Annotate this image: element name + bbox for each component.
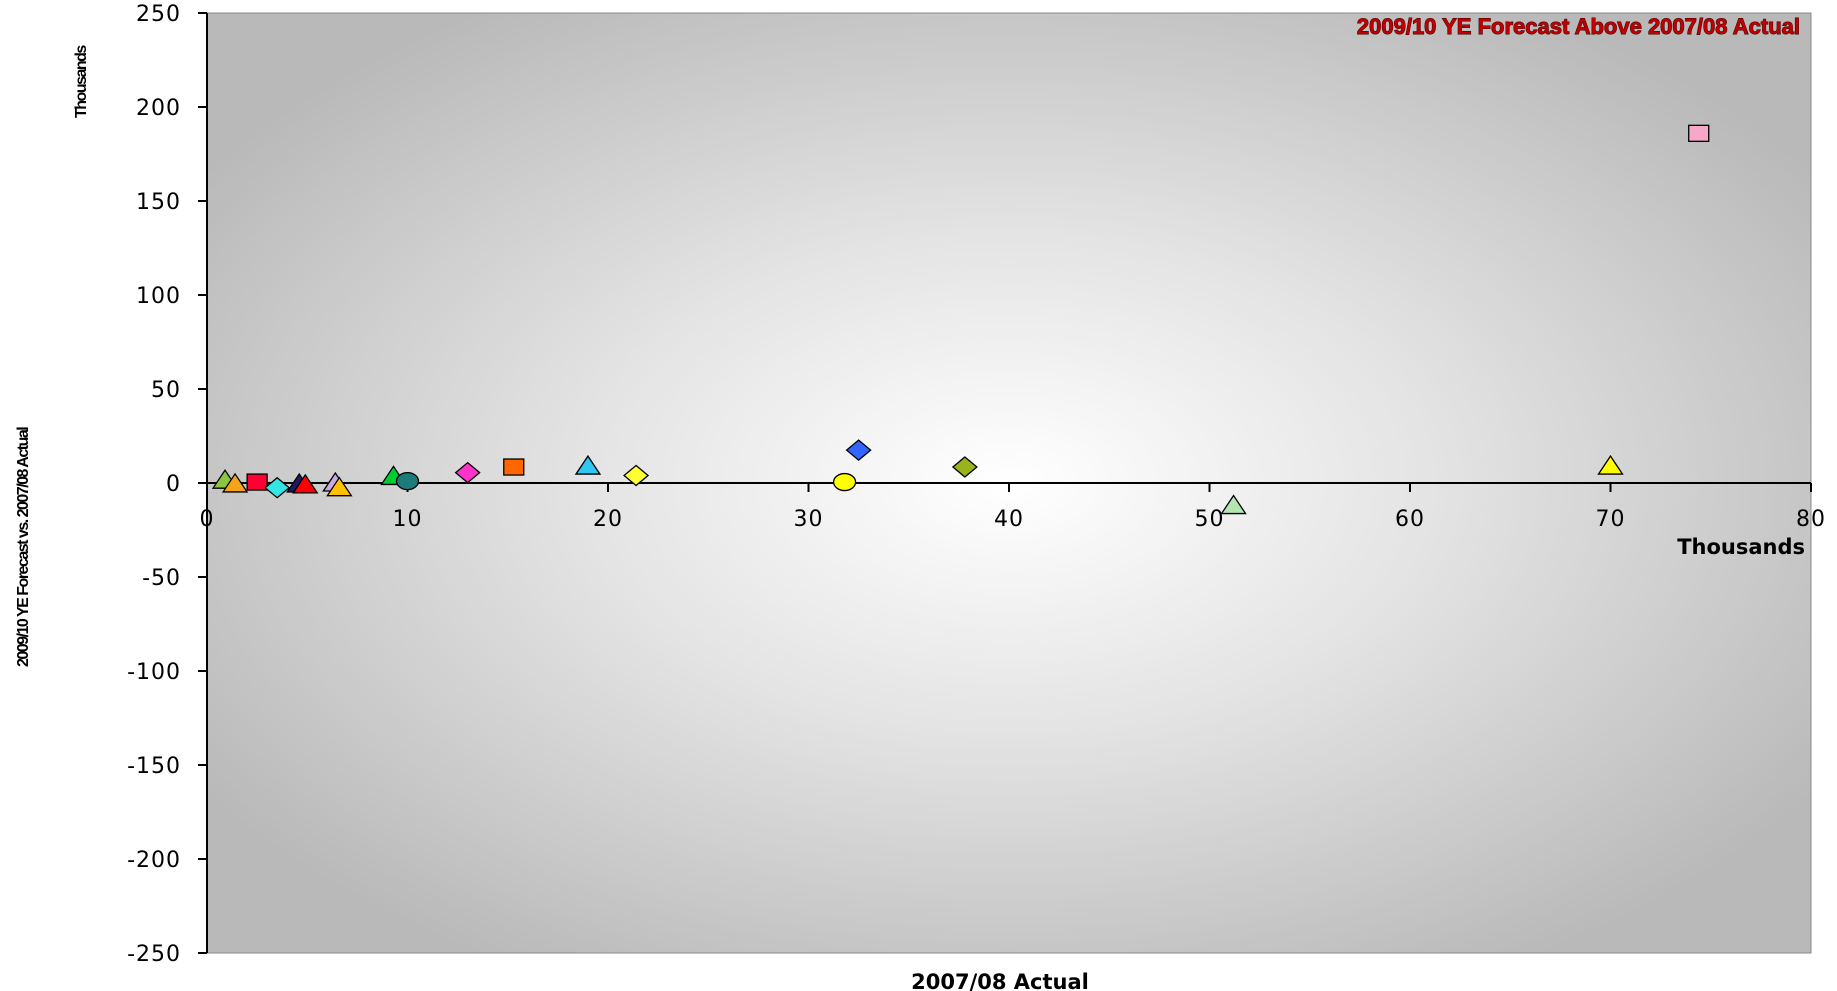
data-point-circle xyxy=(395,471,420,491)
y-axis-unit-label: Thousands xyxy=(73,45,90,118)
y-tick-label: 150 xyxy=(136,190,181,215)
data-point-square xyxy=(503,458,525,476)
data-point-diamond xyxy=(951,456,978,478)
data-point-triangle xyxy=(574,454,602,475)
data-points xyxy=(211,124,1710,515)
y-ticks: 250 200 150 100 50 0 -50 -100 -150 -200 -250 xyxy=(127,2,207,967)
y-tick-label: 200 xyxy=(136,96,181,121)
data-point-circle xyxy=(832,472,857,492)
x-tick-label: 60 xyxy=(1395,507,1425,532)
x-axis-unit-label: Thousands xyxy=(1677,535,1805,559)
y-tick-label: 0 xyxy=(166,472,181,497)
y-tick-label: -150 xyxy=(127,754,181,779)
data-point-triangle xyxy=(1597,454,1624,475)
data-point-diamond xyxy=(623,464,650,487)
x-tick-label: 30 xyxy=(794,507,824,532)
y-tick-label: 250 xyxy=(136,2,181,27)
y-tick-label: -250 xyxy=(127,942,181,967)
y-tick-label: -50 xyxy=(142,566,181,591)
y-tick-label: 50 xyxy=(151,378,181,403)
y-axis-title: 2009/10 YE Forecast vs. 2007/08 Actual xyxy=(15,427,32,667)
x-tick-label: 20 xyxy=(593,507,623,532)
x-tick-label: 70 xyxy=(1596,507,1626,532)
x-tick-label: 10 xyxy=(393,507,423,532)
data-point-triangle xyxy=(292,473,319,494)
x-ticks: 0 10 20 30 40 50 60 70 80 xyxy=(200,483,1826,532)
data-point-square xyxy=(1688,124,1710,142)
x-tick-label: 80 xyxy=(1796,507,1826,532)
y-tick-label: 100 xyxy=(136,284,181,309)
x-tick-label: 50 xyxy=(1195,507,1225,532)
data-point-square xyxy=(246,473,268,491)
x-tick-label: 0 xyxy=(200,507,215,532)
data-point-diamond xyxy=(845,439,872,461)
data-point-diamond xyxy=(454,461,481,484)
y-tick-label: -200 xyxy=(127,848,181,873)
x-axis-title: 2007/08 Actual xyxy=(911,970,1089,991)
chart-annotation: 2009/10 YE Forecast Above 2007/08 Actual xyxy=(1357,14,1800,39)
x-tick-label: 40 xyxy=(994,507,1024,532)
data-point-triangle xyxy=(221,472,249,493)
y-tick-label: -100 xyxy=(127,660,181,685)
data-point-triangle xyxy=(326,476,353,497)
data-point-diamond xyxy=(264,476,291,499)
data-point-triangle xyxy=(1220,494,1247,515)
